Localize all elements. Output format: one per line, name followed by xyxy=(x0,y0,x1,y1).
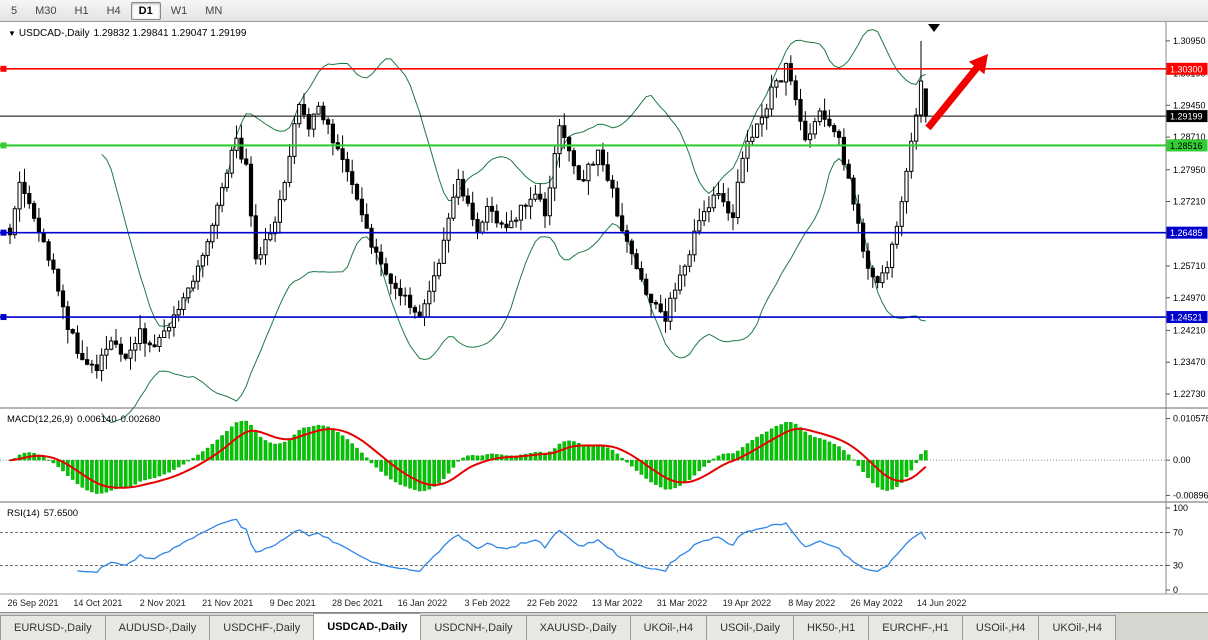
timeframe-button-5[interactable]: 5 xyxy=(11,4,18,17)
chart-tab-usdchf-daily[interactable]: USDCHF-,Daily xyxy=(209,615,314,640)
timeframe-button-mn[interactable]: MN xyxy=(205,4,223,17)
line-left-marker xyxy=(0,229,7,236)
bollinger-upper-band xyxy=(101,29,926,327)
timeframe-button-w1[interactable]: W1 xyxy=(170,4,188,17)
line-left-marker xyxy=(0,314,7,321)
chart-tab-usdcad-daily[interactable]: USDCAD-,Daily xyxy=(313,613,421,640)
macd-histogram xyxy=(8,420,928,494)
timeframe-toolbar: 5 M30 H1 H4 D1 W1 MN xyxy=(0,0,1208,22)
date-axis-label: 26 May 2022 xyxy=(851,598,903,608)
price-axis-label: 1.27210 xyxy=(1173,197,1206,207)
date-axis-label: 26 Sep 2021 xyxy=(7,598,58,608)
bid-price-tag xyxy=(1166,110,1208,123)
chart-tab-hk50-h1[interactable]: HK50-,H1 xyxy=(793,615,869,640)
date-axis-label: 21 Nov 2021 xyxy=(202,598,253,608)
date-axis-label: 13 Mar 2022 xyxy=(592,598,643,608)
trend-arrow-annotation[interactable] xyxy=(925,54,988,131)
chart-tab-ukoil-h4[interactable]: UKOil-,H4 xyxy=(629,615,707,640)
macd-signal-line xyxy=(9,427,927,489)
chart-window: 1.309501.301901.294501.287101.279501.272… xyxy=(0,22,1208,612)
date-axis-label: 16 Jan 2022 xyxy=(398,598,448,608)
chart-tab-eurusd-daily[interactable]: EURUSD-,Daily xyxy=(0,615,105,640)
rsi-line xyxy=(77,518,927,574)
date-axis-label: 28 Dec 2021 xyxy=(332,598,383,608)
price-axis-label: 1.22730 xyxy=(1173,389,1206,399)
chart-tab-audusd-daily[interactable]: AUDUSD-,Daily xyxy=(104,615,210,640)
price-tag-1.28516 xyxy=(1166,139,1208,152)
svg-text:1.30300: 1.30300 xyxy=(1170,64,1203,74)
end-of-data-marker-icon[interactable] xyxy=(928,24,940,32)
line-left-marker xyxy=(0,65,7,72)
chart-canvas[interactable]: 1.309501.301901.294501.287101.279501.272… xyxy=(0,22,1208,612)
bear-candles xyxy=(7,63,928,371)
chart-tab-usdcnh-daily[interactable]: USDCNH-,Daily xyxy=(420,615,526,640)
chart-tab-bar: EURUSD-,Daily AUDUSD-,Daily USDCHF-,Daily U… xyxy=(0,612,1208,640)
bull-candles xyxy=(12,63,924,371)
chart-tab-usoil-h4[interactable]: USOil-,H4 xyxy=(961,615,1039,640)
price-tag-1.30300 xyxy=(1166,62,1208,75)
date-axis-label: 2 Nov 2021 xyxy=(140,598,186,608)
date-axis-label: 3 Feb 2022 xyxy=(465,598,511,608)
price-tag-1.26485 xyxy=(1166,226,1208,239)
macd-axis-label: -0.00896 xyxy=(1173,490,1208,500)
chart-tab-usoil-daily[interactable]: USOil-,Daily xyxy=(706,615,793,640)
rsi-axis-label: 70 xyxy=(1173,528,1183,538)
date-axis-label: 19 Apr 2022 xyxy=(723,598,772,608)
price-axis-label: 1.24210 xyxy=(1173,325,1206,335)
bollinger-lower-band xyxy=(101,157,926,424)
svg-text:1.28516: 1.28516 xyxy=(1170,141,1203,151)
macd-axis-label: 0.010578 xyxy=(1173,414,1208,424)
price-axis-label: 1.23470 xyxy=(1173,357,1206,367)
date-axis-label: 31 Mar 2022 xyxy=(657,598,708,608)
timeframe-button-m30[interactable]: M30 xyxy=(35,4,57,17)
svg-text:1.29199: 1.29199 xyxy=(1170,112,1203,122)
date-axis-label: 9 Dec 2021 xyxy=(270,598,316,608)
price-axis-label: 1.30950 xyxy=(1173,36,1206,46)
date-axis-label: 8 May 2022 xyxy=(788,598,835,608)
rsi-axis-label: 0 xyxy=(1173,585,1178,595)
date-axis-label: 22 Feb 2022 xyxy=(527,598,578,608)
chart-tab-ukoil-h4[interactable]: UKOil-,H4 xyxy=(1038,615,1116,640)
price-axis-label: 1.28710 xyxy=(1173,132,1206,142)
svg-text:1.26485: 1.26485 xyxy=(1170,228,1203,238)
line-left-marker xyxy=(0,142,7,149)
price-axis-label: 1.29450 xyxy=(1173,100,1206,110)
rsi-axis-label: 100 xyxy=(1173,503,1188,513)
date-axis-label: 14 Oct 2021 xyxy=(73,598,122,608)
chart-tab-xauusd-daily[interactable]: XAUUSD-,Daily xyxy=(525,615,630,640)
timeframe-button-h1[interactable]: H1 xyxy=(74,4,89,17)
date-axis-label: 14 Jun 2022 xyxy=(917,598,967,608)
svg-text:1.24521: 1.24521 xyxy=(1170,313,1203,323)
chart-tab-eurchf-h1[interactable]: EURCHF-,H1 xyxy=(868,615,962,640)
price-axis-label: 1.25710 xyxy=(1173,261,1206,271)
candle-wicks xyxy=(9,40,927,382)
timeframe-button-h4[interactable]: H4 xyxy=(106,4,121,17)
rsi-axis-label: 30 xyxy=(1173,560,1183,570)
price-tag-1.24521 xyxy=(1166,311,1208,324)
price-axis-label: 1.24970 xyxy=(1173,293,1206,303)
price-axis-label: 1.27950 xyxy=(1173,165,1206,175)
macd-axis-label: 0.00 xyxy=(1173,455,1191,465)
timeframe-button-d1[interactable]: D1 xyxy=(130,1,161,20)
